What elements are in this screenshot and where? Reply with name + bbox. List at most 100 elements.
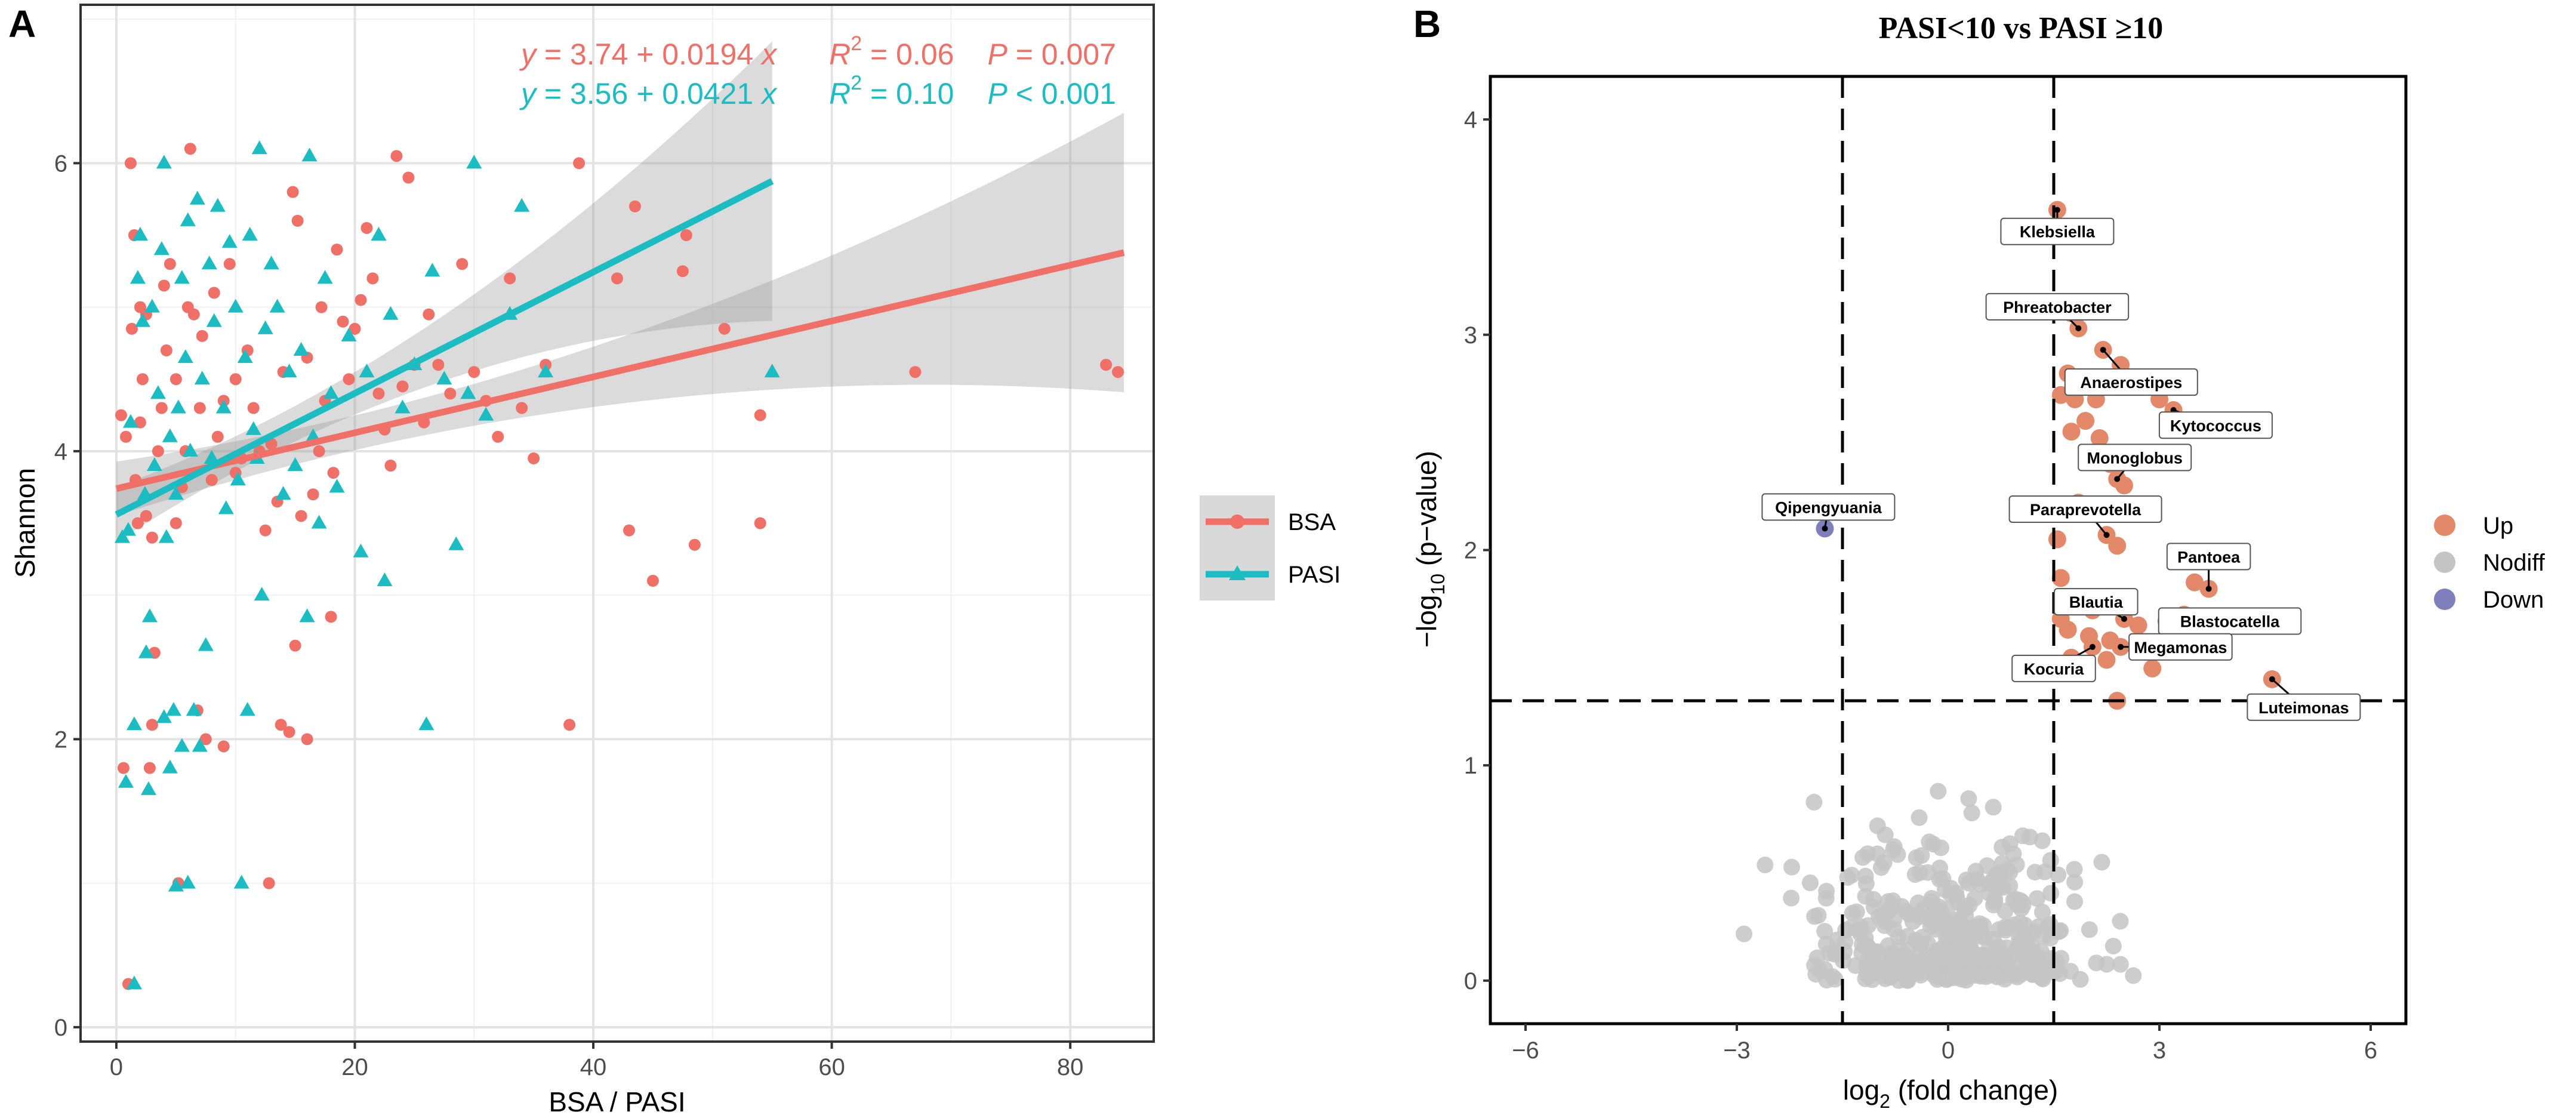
y-tick-label: 2 bbox=[1464, 538, 1477, 564]
nodiff-point bbox=[1736, 925, 1753, 943]
pasi-point bbox=[299, 608, 315, 623]
pasi-point bbox=[177, 349, 193, 364]
x-tick-label: 6 bbox=[2364, 1037, 2377, 1064]
eq-pasi-r: R bbox=[829, 77, 851, 110]
pasi-point bbox=[227, 298, 244, 313]
bsa-point bbox=[307, 488, 319, 501]
bsa-point bbox=[223, 258, 236, 270]
confidence-band-bsa bbox=[116, 113, 1124, 516]
panel-a-grid bbox=[81, 5, 1154, 1042]
pasi-point bbox=[150, 385, 166, 399]
label-anchor bbox=[2118, 643, 2124, 650]
legend-b-label-nodiff: Nodiff bbox=[2483, 550, 2546, 576]
pasi-point bbox=[764, 364, 780, 378]
bsa-point bbox=[402, 171, 415, 184]
legend-a-label-bsa: BSA bbox=[1288, 509, 1336, 535]
nodiff-point bbox=[1839, 869, 1856, 886]
pasi-point bbox=[353, 543, 369, 558]
bsa-point bbox=[754, 409, 766, 421]
pasi-point bbox=[204, 449, 220, 464]
y-tick-label: 2 bbox=[54, 726, 67, 753]
panel-b-labels: Klebsiella Phreatobacter Anaerostipes Kytoc… bbox=[1761, 207, 2361, 721]
bsa-point bbox=[516, 402, 528, 414]
nodiff-point bbox=[1985, 931, 2002, 948]
pasi-point bbox=[156, 709, 172, 723]
y-tick-label: 4 bbox=[1464, 107, 1477, 133]
pasi-point bbox=[301, 147, 318, 162]
label-anchor bbox=[2269, 676, 2275, 682]
label-anchor bbox=[2103, 532, 2110, 538]
pasi-point bbox=[189, 190, 205, 205]
bsa-point bbox=[301, 733, 313, 746]
nodiff-point bbox=[1808, 949, 1826, 966]
y-tick-label: 3 bbox=[1464, 322, 1477, 349]
bsa-point bbox=[211, 430, 224, 443]
panel-b-title: PASI<10 vs PASI ≥10 bbox=[1879, 11, 2164, 45]
y-tick-label: 0 bbox=[54, 1015, 67, 1041]
bsa-point bbox=[573, 157, 586, 170]
nodiff-point bbox=[1932, 839, 1949, 857]
bsa-point bbox=[528, 452, 540, 464]
x-tick-label: 40 bbox=[580, 1054, 607, 1080]
nodiff-point bbox=[1922, 893, 1939, 910]
bsa-point bbox=[289, 639, 301, 652]
bsa-point bbox=[283, 726, 295, 738]
up-point bbox=[2129, 616, 2147, 635]
pasi-point bbox=[162, 759, 178, 774]
label-box bbox=[1985, 292, 2130, 321]
label-anchor bbox=[2054, 207, 2060, 213]
legend-b-label-up: Up bbox=[2483, 513, 2513, 539]
pasi-point bbox=[257, 320, 273, 334]
nodiff-point bbox=[2104, 938, 2122, 955]
bsa-point bbox=[286, 186, 299, 198]
panel-b-xlabel-rest: (fold change) bbox=[1890, 1074, 2058, 1105]
nodiff-point bbox=[2066, 873, 2084, 891]
bsa-point bbox=[152, 445, 164, 457]
pasi-point bbox=[383, 306, 399, 320]
bsa-point bbox=[170, 373, 182, 386]
pasi-point bbox=[206, 313, 222, 327]
up-point bbox=[2076, 412, 2095, 430]
species-label: Qipengyuania bbox=[1775, 498, 1882, 516]
nodiff-point bbox=[2015, 948, 2032, 965]
nodiff-point bbox=[1891, 963, 1908, 980]
label-box bbox=[2054, 588, 2139, 616]
bsa-point bbox=[315, 301, 328, 313]
pasi-point bbox=[201, 255, 217, 270]
nodiff-point bbox=[1879, 937, 1897, 954]
legend-b-key-nodiff bbox=[2434, 552, 2455, 573]
pasi-point bbox=[144, 298, 160, 313]
panel-b-xlabel-sub: 2 bbox=[1879, 1091, 1890, 1112]
up-point bbox=[2108, 537, 2127, 555]
bsa-point bbox=[444, 387, 457, 400]
pasi-point bbox=[194, 371, 210, 385]
nodiff-point bbox=[2005, 916, 2023, 934]
bsa-point bbox=[372, 387, 385, 400]
nodiff-point bbox=[2028, 890, 2045, 907]
y-tick-label: 0 bbox=[1464, 968, 1477, 994]
eq-bsa-y: y bbox=[519, 38, 538, 71]
panel-b-ylabel: −log10 (p−value) bbox=[1411, 451, 1449, 648]
nodiff-point bbox=[1818, 883, 1835, 900]
nodiff-point bbox=[1842, 919, 1859, 937]
label-box bbox=[2158, 411, 2273, 439]
bsa-point bbox=[676, 265, 689, 278]
bsa-point bbox=[155, 402, 168, 414]
y-tick-label: 1 bbox=[1464, 753, 1477, 779]
pasi-point bbox=[130, 270, 146, 284]
bsa-point bbox=[432, 359, 445, 371]
species-label: Luteimonas bbox=[2258, 699, 2349, 717]
bsa-point bbox=[158, 279, 170, 292]
nodiff-point bbox=[1757, 857, 1774, 874]
legend-a: BSA PASI bbox=[1200, 495, 1341, 600]
pasi-point bbox=[174, 738, 190, 752]
pasi-point bbox=[168, 877, 184, 892]
nodiff-point bbox=[1816, 923, 1834, 940]
nodiff-point bbox=[1783, 858, 1800, 876]
nodiff-point bbox=[1971, 919, 1989, 936]
label-anchor bbox=[2089, 643, 2096, 650]
pasi-point bbox=[269, 298, 285, 313]
pasi-point bbox=[114, 529, 130, 543]
pasi-point bbox=[395, 399, 411, 414]
pasi-point bbox=[230, 472, 246, 486]
